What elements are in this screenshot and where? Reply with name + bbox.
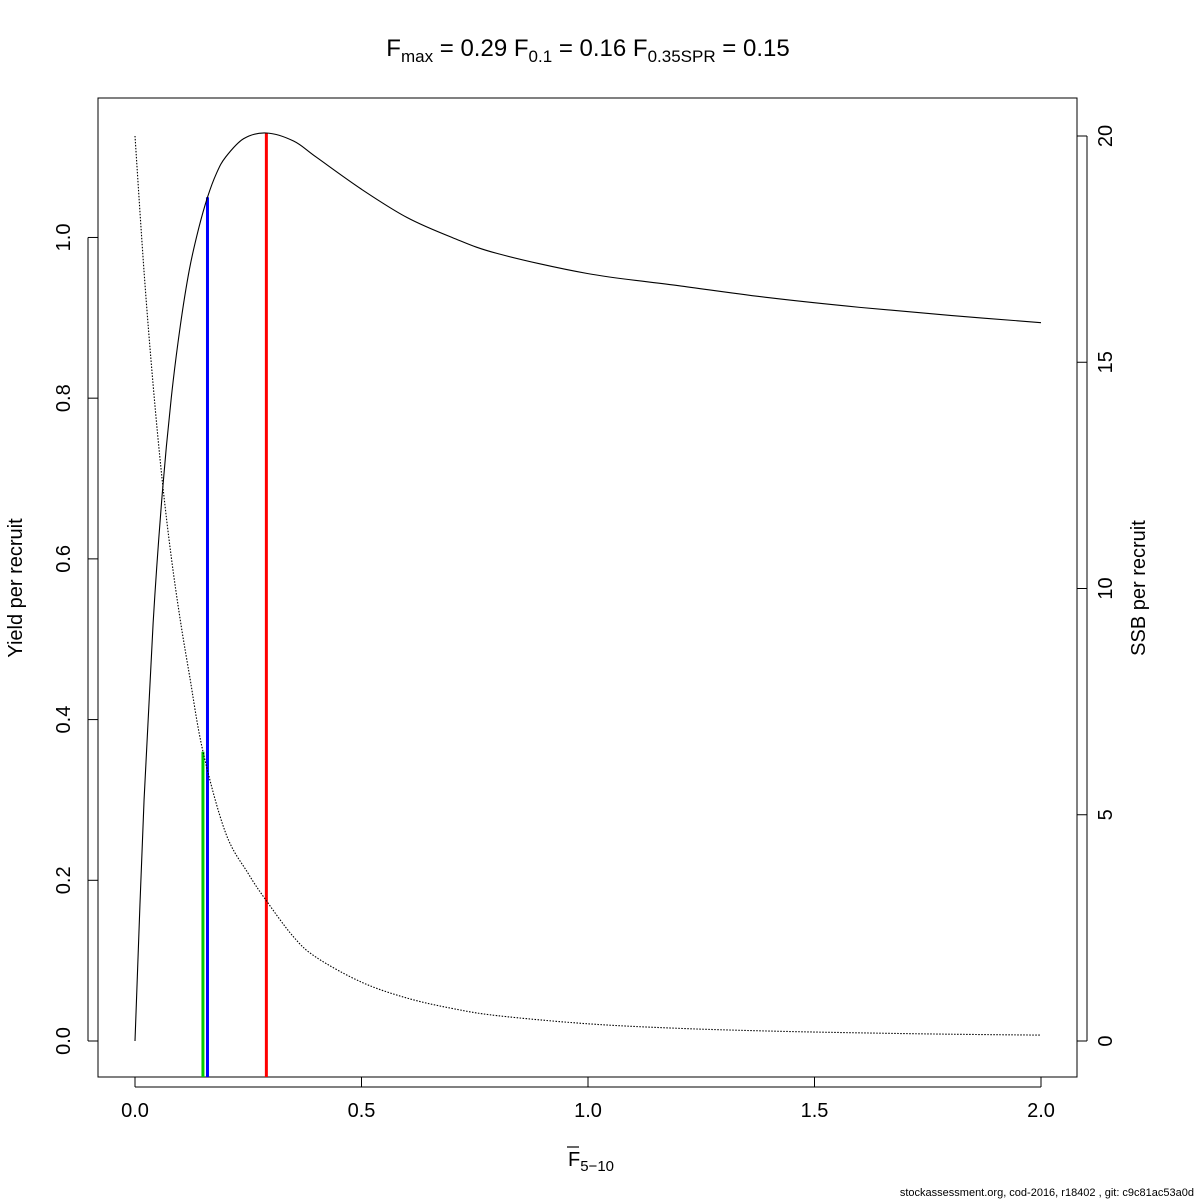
x-axis-label-base: F [568,1149,580,1171]
y-right-tick-label: 15 [1095,351,1117,373]
y-right-tick-label: 5 [1095,809,1117,820]
axes-group: 0.0 0.5 1.0 1.5 2.0 0.0 0.2 0.4 0.6 0.8 1.0 0 5 10 15 2… [53,125,1117,1122]
title-f01-base: F [514,35,529,62]
title-fspr-base: F [633,35,648,62]
x-tick-label: 1.0 [574,1100,602,1122]
plot-frame [97,97,1078,1078]
title-f01-value: 0.16 [580,35,627,62]
x-tick-label: 2.0 [1027,1100,1055,1122]
reference-lines [201,133,268,1077]
x-tick-label: 1.5 [801,1100,829,1122]
footer-note: stockassessment.org, cod-2016, r18402 , … [900,1187,1194,1199]
y-left-tick-label: 0.6 [53,545,75,573]
y-right-tick-label: 0 [1095,1035,1117,1046]
series-group [134,132,1042,1042]
title-fmax-base: F [386,35,401,62]
y-left-tick-label: 0.8 [53,384,75,412]
y-left-tick-label: 0.0 [53,1027,75,1055]
title-fmax-sub: max [401,47,434,66]
title-fspr-sub: 0.35SPR [648,47,716,66]
y-left-tick-label: 0.4 [53,706,75,734]
title-fmax-value: 0.29 [460,35,507,62]
y-right-tick-label: 20 [1095,125,1117,147]
title-fspr-value: 0.15 [743,35,790,62]
y-left-tick-label: 1.0 [53,224,75,252]
x-tick-label: 0.0 [121,1100,149,1122]
x-axis-label: F5−10 [568,1149,614,1175]
yield-per-recruit-line [134,132,1042,1042]
title-f01-sub: 0.1 [529,47,553,66]
y-right-axis-label: SSB per recruit [1128,520,1150,656]
chart-title: Fmax = 0.29 F0.1 = 0.16 F0.35SPR = 0.15 [386,35,789,66]
y-left-axis-label: Yield per recruit [5,518,27,658]
y-right-tick-label: 10 [1095,577,1117,599]
x-tick-label: 0.5 [348,1100,376,1122]
x-axis-label-sub: 5−10 [580,1158,614,1175]
ssb-per-recruit-line [134,135,1042,1036]
y-left-tick-label: 0.2 [53,866,75,894]
